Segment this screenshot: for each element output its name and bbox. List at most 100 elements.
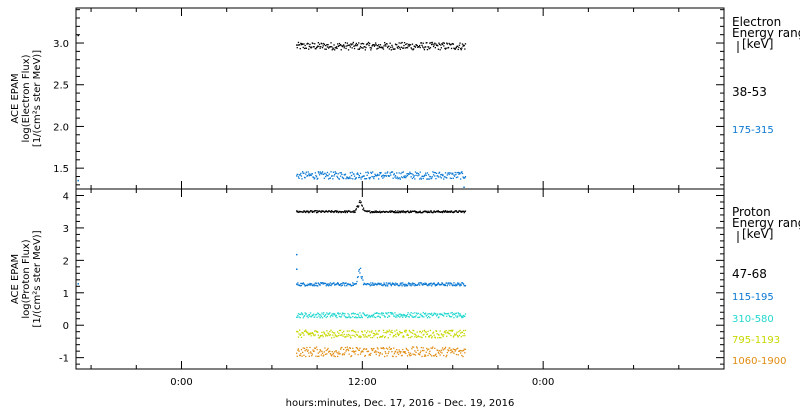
data-point	[314, 172, 316, 174]
legend-title-electron: Electron	[732, 15, 781, 29]
data-point	[302, 283, 304, 285]
data-point	[459, 329, 461, 331]
data-point	[448, 173, 450, 176]
data-point	[395, 314, 397, 316]
data-point	[404, 351, 406, 353]
data-point	[341, 354, 344, 356]
legend-entry-proton: 1060-1900	[732, 356, 787, 367]
data-point	[296, 175, 298, 177]
data-point	[435, 330, 438, 332]
data-point	[450, 329, 453, 331]
data-point	[326, 349, 329, 351]
data-point	[416, 313, 418, 315]
data-point	[374, 210, 376, 212]
data-point	[353, 350, 356, 353]
data-point	[427, 330, 429, 332]
data-point	[414, 336, 416, 338]
data-point	[341, 346, 343, 349]
data-point	[431, 41, 433, 44]
data-point	[439, 354, 441, 356]
data-point	[372, 336, 374, 339]
data-point	[372, 282, 374, 284]
data-point	[358, 201, 360, 203]
data-point	[343, 282, 345, 284]
data-point	[407, 349, 409, 352]
data-point	[357, 173, 359, 175]
data-point	[310, 47, 312, 49]
data-point	[358, 270, 360, 272]
data-point	[359, 267, 362, 269]
data-point	[414, 283, 417, 286]
data-point	[338, 42, 341, 45]
data-point	[452, 348, 454, 350]
data-point	[337, 355, 339, 358]
data-point	[446, 177, 448, 179]
data-point	[402, 177, 404, 179]
data-point	[358, 315, 360, 317]
data-point	[302, 317, 304, 319]
data-point	[77, 34, 80, 37]
data-point	[313, 178, 315, 180]
data-point	[375, 353, 377, 356]
data-point	[303, 47, 306, 50]
data-point	[454, 350, 456, 352]
y-tick-label-proton: 3	[63, 224, 69, 235]
data-point	[425, 282, 427, 285]
data-point	[408, 173, 410, 175]
data-point	[332, 313, 335, 315]
data-point	[297, 331, 299, 333]
data-point	[321, 317, 324, 319]
data-point	[315, 330, 317, 332]
data-point	[324, 48, 326, 50]
data-point	[394, 282, 397, 284]
data-point	[338, 332, 340, 335]
data-point	[334, 313, 336, 315]
data-point	[325, 349, 327, 352]
data-point	[305, 47, 307, 49]
data-point	[409, 352, 412, 354]
data-point	[423, 49, 426, 51]
data-point	[441, 211, 444, 214]
data-point	[446, 354, 448, 356]
data-point	[334, 49, 336, 51]
data-point	[437, 283, 439, 285]
data-point	[417, 173, 420, 175]
data-point	[381, 353, 383, 355]
data-point	[429, 316, 431, 319]
data-point	[459, 349, 461, 352]
data-point	[376, 312, 378, 314]
data-point	[318, 351, 321, 353]
data-point	[455, 283, 457, 285]
data-point	[315, 210, 317, 212]
data-point	[410, 176, 412, 178]
data-point	[459, 285, 461, 287]
data-point	[349, 210, 351, 212]
data-point	[449, 210, 451, 213]
data-point	[300, 336, 303, 338]
data-point	[339, 172, 341, 174]
data-point	[438, 171, 441, 173]
data-point	[310, 174, 312, 177]
data-point	[402, 47, 404, 49]
data-point	[351, 47, 353, 49]
data-point	[356, 334, 359, 336]
data-point	[312, 313, 315, 315]
data-point	[353, 316, 356, 319]
data-point	[364, 334, 366, 336]
data-point	[332, 353, 334, 356]
data-point	[460, 210, 462, 213]
data-point	[391, 351, 393, 353]
data-point	[311, 211, 313, 213]
data-point	[432, 45, 435, 48]
data-point	[397, 351, 399, 353]
data-point	[347, 333, 350, 336]
data-point	[450, 312, 452, 314]
data-point	[446, 42, 448, 44]
data-point	[423, 47, 425, 49]
data-point	[318, 174, 321, 176]
data-point	[430, 210, 432, 212]
data-point	[359, 353, 362, 355]
data-point	[463, 186, 465, 188]
data-point	[402, 335, 404, 337]
data-point	[302, 43, 304, 45]
